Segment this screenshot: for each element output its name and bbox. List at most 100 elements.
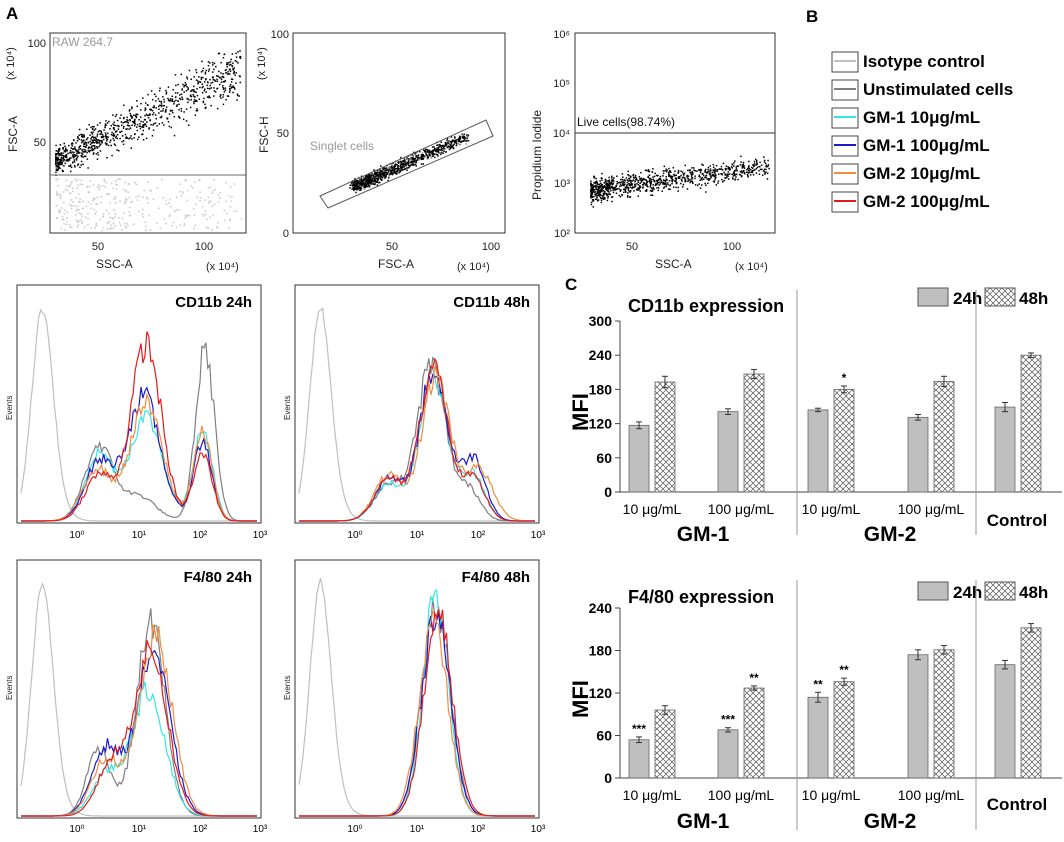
flow-plot-1-ytick: 50 — [34, 137, 46, 149]
histogram-curve — [21, 342, 257, 522]
event-dot — [121, 229, 123, 231]
event-dot — [362, 181, 364, 184]
event-dot — [600, 199, 603, 202]
event-dot — [78, 145, 81, 148]
event-dot — [134, 114, 137, 117]
event-dot — [763, 171, 766, 173]
event-dot — [730, 166, 733, 168]
event-dot — [75, 158, 78, 160]
event-dot — [370, 173, 372, 176]
histogram-xtick: 10¹ — [410, 530, 425, 541]
flow-plot-3-ytick: 10² — [554, 228, 570, 240]
event-dot — [88, 191, 91, 194]
event-dot — [687, 180, 689, 183]
event-dot — [185, 84, 187, 87]
event-dot — [145, 225, 147, 228]
event-dot — [81, 183, 84, 186]
event-dot — [669, 176, 672, 178]
event-dot — [92, 144, 94, 147]
event-dot — [397, 165, 399, 168]
event-dot — [733, 174, 735, 177]
event-dot — [196, 88, 198, 90]
event-dot — [235, 52, 237, 55]
event-dot — [205, 106, 207, 109]
flow-plot-1-xtick: 50 — [92, 241, 104, 253]
event-dot — [403, 158, 406, 160]
bar-48h — [933, 381, 955, 493]
event-dot — [663, 183, 666, 185]
event-dot — [82, 156, 85, 158]
event-dot — [710, 175, 713, 177]
event-dot — [349, 187, 351, 189]
event-dot — [415, 155, 418, 157]
event-dot — [611, 177, 613, 179]
event-dot — [440, 146, 443, 149]
event-dot — [425, 148, 428, 151]
event-dot — [375, 181, 377, 183]
event-dot — [753, 164, 755, 167]
event-dot — [63, 154, 65, 157]
event-dot — [739, 171, 742, 173]
event-dot — [83, 226, 86, 229]
event-dot — [224, 80, 226, 83]
event-dot — [77, 137, 79, 139]
event-dot — [433, 149, 435, 151]
event-dot — [458, 137, 461, 140]
chart-legend-swatch — [984, 287, 1016, 307]
event-dot — [721, 169, 724, 171]
event-dot — [441, 145, 444, 148]
event-dot — [222, 88, 225, 90]
event-dot — [146, 202, 149, 204]
event-dot — [228, 73, 231, 75]
event-dot — [675, 186, 677, 189]
histogram-frame — [294, 559, 540, 819]
event-dot — [187, 214, 189, 217]
event-dot — [657, 179, 659, 182]
event-dot — [90, 146, 93, 149]
event-dot — [688, 169, 691, 172]
event-dot — [691, 173, 693, 176]
event-dot — [751, 170, 753, 172]
event-dot — [736, 165, 739, 167]
event-dot — [57, 178, 59, 180]
event-dot — [58, 150, 60, 152]
event-dot — [667, 172, 670, 174]
event-dot — [68, 165, 70, 167]
event-dot — [598, 186, 601, 189]
event-dot — [646, 184, 648, 187]
histogram-xtick: 10¹ — [410, 824, 425, 835]
event-dot — [647, 170, 650, 173]
event-dot — [77, 224, 80, 226]
event-dot — [69, 184, 72, 186]
event-dot — [595, 195, 597, 197]
event-dot — [234, 88, 236, 90]
event-dot — [362, 179, 365, 181]
histogram-frame — [294, 284, 540, 524]
event-dot — [207, 227, 210, 229]
event-dot — [600, 190, 602, 193]
event-dot — [114, 201, 117, 204]
event-dot — [454, 137, 456, 139]
event-dot — [195, 71, 198, 74]
event-dot — [376, 176, 378, 179]
chart-legend-label: 24h — [953, 289, 982, 308]
event-dot — [105, 137, 108, 140]
event-dot — [383, 166, 385, 169]
event-dot — [151, 98, 154, 101]
event-dot — [181, 89, 183, 91]
event-dot — [675, 181, 677, 183]
event-dot — [355, 180, 357, 183]
event-dot — [715, 174, 717, 177]
histogram-ylabel: Events — [5, 396, 14, 420]
event-dot — [85, 150, 87, 153]
event-dot — [104, 135, 107, 137]
event-dot — [90, 203, 92, 205]
event-dot — [91, 141, 93, 144]
event-dot — [160, 115, 163, 118]
event-dot — [755, 172, 758, 174]
event-dot — [220, 94, 222, 96]
event-dot — [388, 175, 390, 177]
event-dot — [182, 118, 185, 121]
event-dot — [190, 99, 192, 101]
event-dot — [229, 206, 232, 208]
